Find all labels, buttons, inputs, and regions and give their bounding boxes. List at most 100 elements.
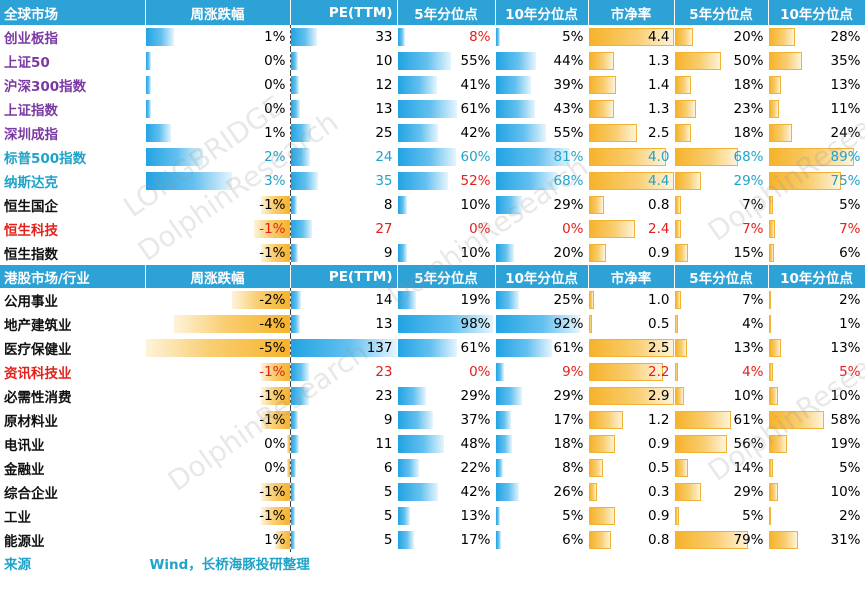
pb-10y-pct: 5%: [768, 360, 865, 384]
pe-5y-pct-bar: [397, 196, 408, 214]
pb-5y-pct: 50%: [674, 49, 769, 73]
pe-5y-pct: 22%: [397, 456, 496, 480]
pb-ratio-value: 1.0: [648, 292, 670, 308]
pe-ttm-value: 13: [375, 101, 393, 117]
pe-ttm: 5: [290, 480, 398, 504]
pe-10y-pct-bar: [495, 507, 501, 525]
pb-5y-pct-value: 7%: [742, 292, 764, 308]
pe-5y-pct-value: 13%: [460, 508, 491, 524]
pb-10y-pct-value: 31%: [830, 532, 861, 548]
pb-ratio-bar: [588, 459, 603, 477]
weekly-change-bar: [231, 291, 290, 309]
pb-ratio-value: 2.9: [648, 388, 670, 404]
pb-5y-pct-bar: [674, 387, 684, 405]
row-label: 金融业: [0, 456, 146, 480]
pb-10y-pct-value: 2%: [839, 508, 861, 524]
pb-10y-pct: 58%: [768, 408, 865, 432]
pe-10y-pct: 18%: [495, 432, 589, 456]
weekly-change-bar: [145, 100, 152, 118]
pb-ratio-bar: [588, 531, 612, 549]
pe-5y-pct-bar: [397, 148, 456, 166]
pe-10y-pct-value: 0%: [562, 221, 584, 237]
weekly-change: 1%: [145, 25, 291, 49]
pe-10y-pct: 61%: [495, 336, 589, 360]
pe-ttm: 11: [290, 432, 398, 456]
pe-ttm-bar: [290, 363, 309, 381]
weekly-change-bar: [253, 220, 290, 238]
pe-5y-pct: 61%: [397, 336, 496, 360]
pe-ttm: 13: [290, 312, 398, 336]
pb-10y-pct: 31%: [768, 528, 865, 552]
row-label: 标普500指数: [0, 145, 146, 169]
pb-5y-pct: 4%: [674, 360, 769, 384]
weekly-change: -2%: [145, 288, 291, 312]
pe-10y-pct-bar: [495, 196, 523, 214]
pe-10y-pct-value: 20%: [553, 245, 584, 261]
weekly-change-value: -4%: [259, 316, 286, 332]
pe-ttm-bar: [290, 52, 298, 70]
weekly-change-bar: [275, 531, 290, 549]
pe-5y-pct-value: 0%: [469, 364, 491, 380]
pe-10y-pct: 0%: [495, 217, 589, 241]
pb-5y-pct-bar: [674, 315, 679, 333]
pe-10y-pct-value: 29%: [553, 197, 584, 213]
row-label: 创业板指: [0, 25, 146, 49]
pb-5y-pct: 7%: [674, 288, 769, 312]
weekly-change-value: 0%: [264, 436, 286, 452]
pe-10y-pct-value: 44%: [553, 53, 584, 69]
table-row: 金融业 0% 6 22% 8% 0.5 14% 5%: [0, 456, 865, 480]
pe-ttm-bar: [290, 483, 295, 501]
pb-ratio: 0.9: [588, 504, 675, 528]
pe-ttm-value: 10: [375, 53, 393, 69]
pb-5y-pct-value: 15%: [733, 245, 764, 261]
pb-ratio-value: 4.0: [648, 149, 670, 165]
pb-5y-pct: 29%: [674, 169, 769, 193]
table-row: 地产建筑业 -4% 13 98% 92% 0.5 4% 1%: [0, 312, 865, 336]
row-label: 地产建筑业: [0, 312, 146, 336]
pe-ttm-bar: [290, 148, 310, 166]
pe-10y-pct-value: 18%: [553, 436, 584, 452]
weekly-change-bar: [260, 387, 290, 405]
pe-ttm-value: 33: [375, 29, 393, 45]
pe-10y-pct-value: 6%: [562, 532, 584, 548]
row-label: 深圳成指: [0, 121, 146, 145]
pe-5y-pct-value: 41%: [460, 77, 491, 93]
table-row: 资讯科技业 -1% 23 0% 9% 2.2 4% 5%: [0, 360, 865, 384]
pb-10y-pct: 35%: [768, 49, 865, 73]
weekly-change-bar: [286, 435, 290, 453]
pe-ttm-value: 9: [383, 412, 393, 428]
pe-5y-pct-bar: [397, 124, 439, 142]
pe-10y-pct-value: 55%: [553, 125, 584, 141]
pe-5y-pct-bar: [397, 435, 445, 453]
pb-ratio: 0.5: [588, 456, 675, 480]
pb-10y-pct: 89%: [768, 145, 865, 169]
pe-ttm-value: 5: [383, 532, 393, 548]
weekly-change-bar: [260, 363, 290, 381]
weekly-change-bar: [145, 339, 290, 357]
pb-5y-pct-bar: [674, 76, 692, 94]
pb-ratio: 4.4: [588, 169, 675, 193]
pe-ttm-value: 24: [375, 149, 393, 165]
pb-ratio-value: 4.4: [648, 173, 670, 189]
pb-5y-pct-value: 29%: [733, 484, 764, 500]
pb-10y-pct-value: 6%: [839, 245, 861, 261]
pe-10y-pct-bar: [495, 315, 581, 333]
weekly-change: 0%: [145, 73, 291, 97]
table-row: 创业板指 1% 33 8% 5% 4.4 20% 28%: [0, 25, 865, 49]
weekly-change-value: 0%: [264, 77, 286, 93]
pe-5y-pct: 41%: [397, 73, 496, 97]
pe-10y-pct: 8%: [495, 456, 589, 480]
pe-ttm-value: 5: [383, 484, 393, 500]
pb-ratio-value: 0.9: [648, 508, 670, 524]
table-row: 能源业 1% 5 17% 6% 0.8 79% 31%: [0, 528, 865, 552]
pb-10y-pct-bar: [768, 531, 799, 549]
table-row: 上证50 0% 10 55% 44% 1.3 50% 35%: [0, 49, 865, 73]
pe-5y-pct-bar: [397, 244, 408, 262]
pe-10y-pct: 44%: [495, 49, 589, 73]
header2-cell: 5年分位点: [397, 265, 496, 288]
pe-10y-pct-bar: [495, 459, 503, 477]
pb-5y-pct-bar: [674, 291, 681, 309]
table-row: 恒生科技 -1% 27 0% 0% 2.4 7% 7%: [0, 217, 865, 241]
pb-5y-pct-value: 50%: [733, 53, 764, 69]
pe-10y-pct: 26%: [495, 480, 589, 504]
